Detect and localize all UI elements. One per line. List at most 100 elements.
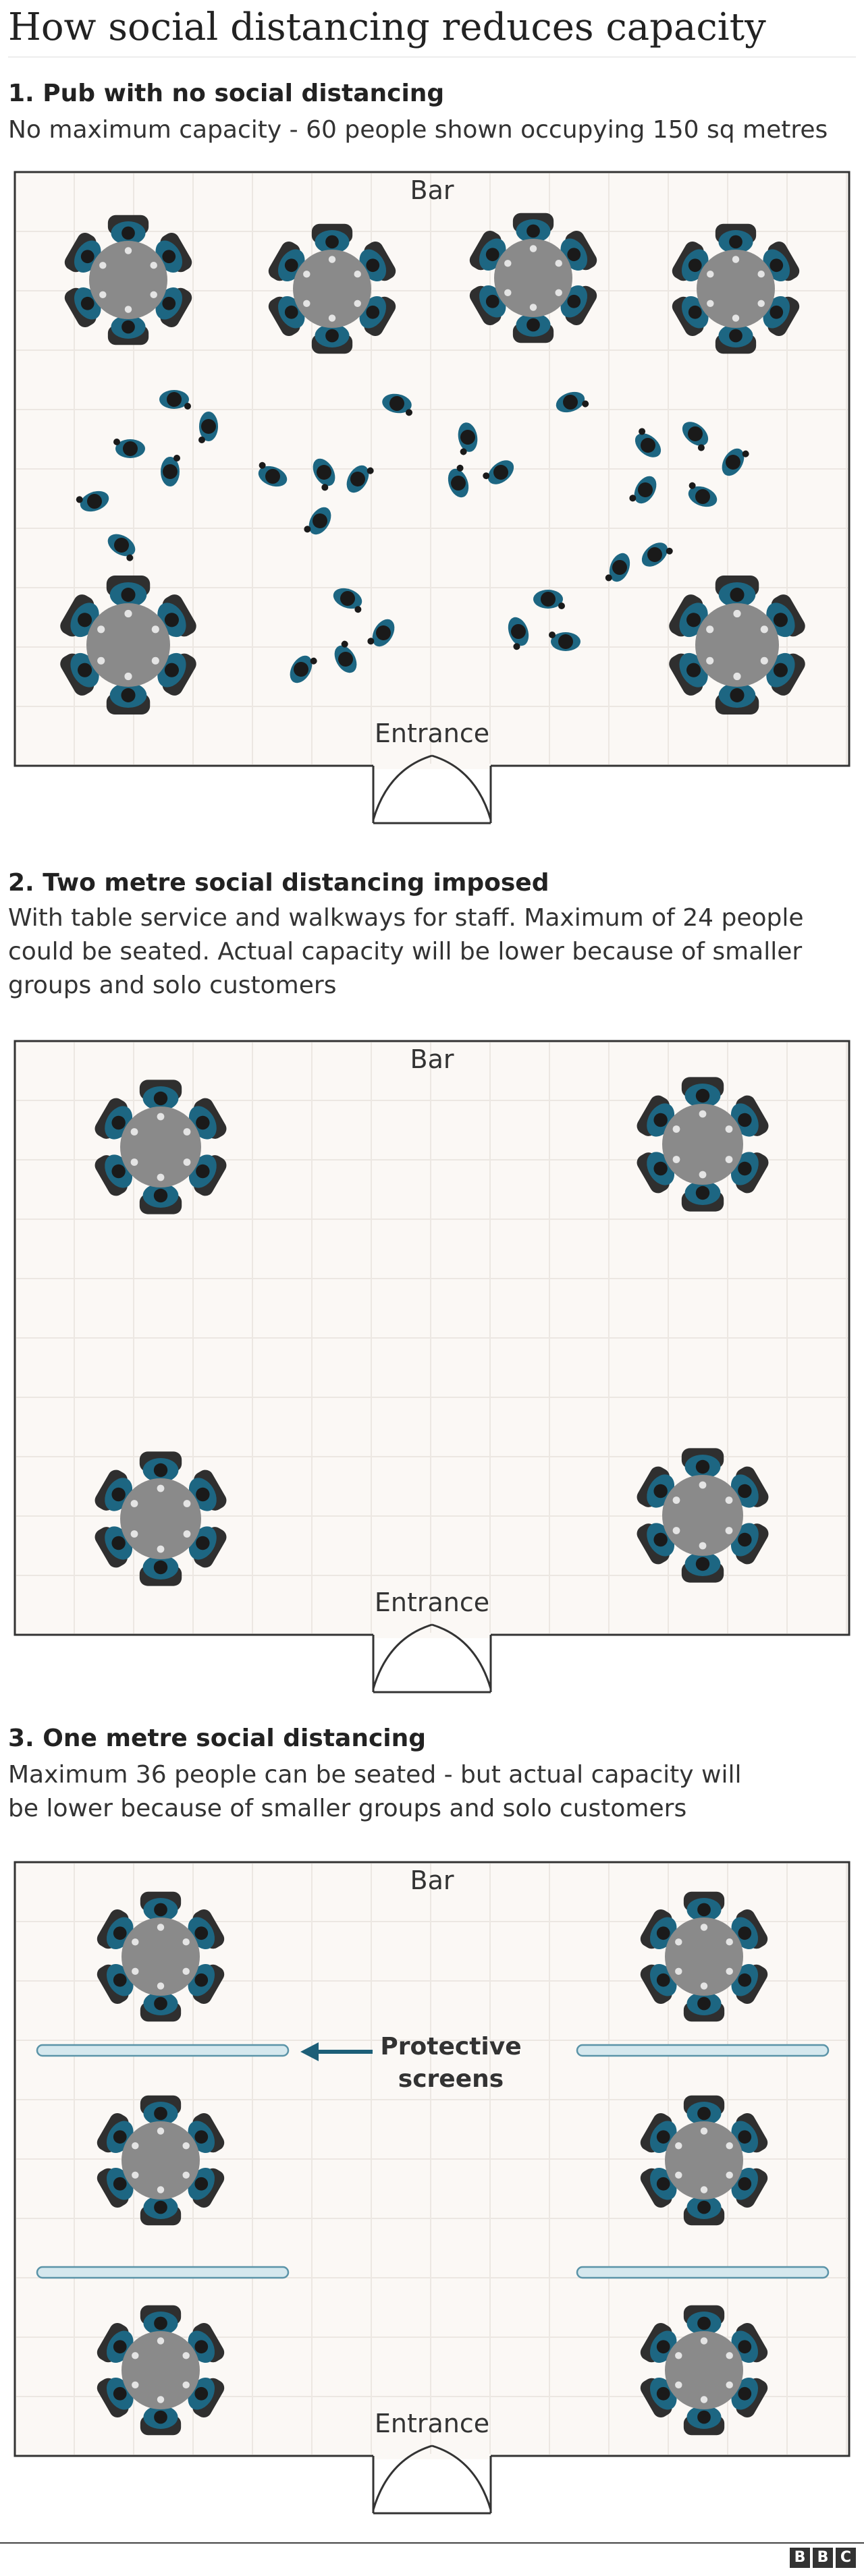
glass-icon bbox=[555, 259, 562, 267]
floor-plan-two-metre: Bar Entrance bbox=[14, 1040, 850, 1693]
standing-person-icon bbox=[333, 588, 362, 613]
head-icon bbox=[770, 305, 784, 319]
head-icon bbox=[485, 248, 500, 262]
glass-icon bbox=[132, 1967, 139, 1976]
seated-person-icon bbox=[140, 2195, 182, 2226]
glass-icon bbox=[354, 270, 361, 278]
head-icon bbox=[511, 624, 526, 639]
door-leaf-right bbox=[431, 1623, 492, 1689]
round-table-six-seat-icon bbox=[64, 215, 192, 345]
head-icon bbox=[113, 2177, 127, 2191]
head-icon bbox=[154, 2106, 167, 2121]
head-icon bbox=[111, 1115, 126, 1130]
head-icon bbox=[194, 1973, 209, 1987]
standing-person-icon bbox=[198, 412, 218, 443]
protective-screens-callout: Protective screens bbox=[300, 2033, 522, 2093]
head-icon bbox=[567, 248, 581, 262]
head-icon bbox=[154, 1903, 167, 1917]
standing-person-icon bbox=[313, 458, 335, 491]
head-icon bbox=[265, 469, 280, 484]
standing-people-layer bbox=[76, 390, 749, 683]
head-icon bbox=[697, 2106, 711, 2121]
standing-person-icon bbox=[458, 422, 478, 455]
seated-person-icon bbox=[715, 223, 757, 254]
callout-line-2: screens bbox=[398, 2065, 504, 2093]
glass-icon bbox=[183, 1500, 191, 1507]
drink-icon bbox=[549, 632, 556, 638]
head-icon bbox=[153, 1560, 168, 1575]
standing-person-icon bbox=[382, 393, 412, 416]
head-icon bbox=[196, 1487, 210, 1502]
head-icon bbox=[114, 538, 129, 553]
bbc-logo: B B C bbox=[790, 2548, 856, 2568]
glass-icon bbox=[707, 271, 714, 278]
drink-icon bbox=[321, 484, 329, 491]
glass-icon bbox=[150, 291, 157, 299]
head-icon bbox=[526, 224, 540, 238]
table-top bbox=[122, 1917, 200, 1996]
glass-icon bbox=[97, 656, 105, 665]
floor-plan-one-metre: Bar Entrance Protective screens bbox=[14, 1861, 850, 2515]
seated-person-icon bbox=[107, 315, 149, 345]
glass-icon bbox=[132, 2381, 139, 2389]
drink-icon bbox=[582, 400, 589, 408]
round-table-six-seat-icon bbox=[669, 576, 805, 715]
bar-label: Bar bbox=[410, 1866, 454, 1895]
seated-person-icon bbox=[60, 652, 99, 696]
drink-icon bbox=[697, 444, 705, 451]
table-top bbox=[494, 239, 572, 317]
head-icon bbox=[317, 465, 331, 480]
head-icon bbox=[773, 613, 788, 627]
head-icon bbox=[656, 1926, 670, 1940]
round-table-six-seat-icon bbox=[60, 576, 196, 715]
table-top bbox=[662, 1104, 743, 1185]
bar-label: Bar bbox=[410, 175, 454, 205]
glass-icon bbox=[183, 1128, 191, 1136]
head-icon bbox=[113, 2386, 127, 2401]
head-icon bbox=[612, 560, 627, 575]
seated-person-icon bbox=[560, 285, 597, 325]
seated-person-icon bbox=[512, 313, 554, 343]
head-icon bbox=[113, 2340, 127, 2354]
table-top bbox=[122, 2121, 200, 2200]
seated-person-icon bbox=[157, 652, 196, 696]
glass-icon bbox=[757, 300, 765, 308]
head-icon bbox=[738, 1161, 752, 1176]
glass-icon bbox=[726, 1938, 733, 1946]
glass-icon bbox=[732, 256, 740, 263]
entrance-double-door-icon bbox=[372, 754, 492, 824]
head-icon bbox=[154, 1996, 167, 2011]
arrow-head-icon bbox=[300, 2042, 319, 2061]
head-icon bbox=[350, 472, 365, 486]
seated-person-icon bbox=[139, 1451, 182, 1483]
round-table-six-seat-icon bbox=[640, 2095, 768, 2226]
table-top bbox=[120, 1107, 201, 1187]
head-icon bbox=[196, 1115, 210, 1130]
head-icon bbox=[121, 688, 136, 702]
glass-icon bbox=[760, 656, 768, 665]
glass-icon bbox=[182, 2171, 190, 2179]
head-icon bbox=[340, 591, 355, 606]
head-icon bbox=[526, 318, 540, 332]
drink-icon bbox=[405, 409, 412, 416]
entrance-double-door-icon bbox=[372, 1623, 492, 1693]
standing-person-icon bbox=[448, 464, 469, 498]
standing-person-icon bbox=[159, 390, 191, 410]
door-leaf-left bbox=[372, 2444, 433, 2511]
drink-icon bbox=[259, 461, 266, 469]
seated-person-icon bbox=[94, 1154, 133, 1196]
seated-person-icon bbox=[715, 324, 757, 354]
round-table-six-seat-icon bbox=[469, 213, 597, 343]
glass-icon bbox=[726, 2171, 733, 2179]
head-icon bbox=[325, 329, 339, 343]
head-icon bbox=[738, 1484, 752, 1499]
glass-icon bbox=[328, 256, 336, 263]
glass-icon bbox=[675, 2381, 682, 2389]
head-icon bbox=[194, 1926, 209, 1940]
seated-person-icon bbox=[106, 682, 151, 715]
standing-person-icon bbox=[549, 632, 580, 651]
drink-icon bbox=[341, 640, 348, 648]
drink-icon bbox=[184, 403, 191, 410]
table-top bbox=[665, 2121, 743, 2200]
table-top bbox=[662, 1475, 743, 1556]
